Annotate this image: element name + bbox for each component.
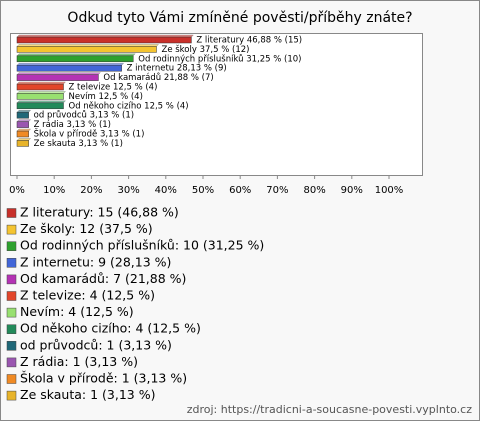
bar: [16, 46, 157, 53]
bar-top: [16, 72, 101, 75]
bar-top: [16, 53, 136, 56]
bar: [16, 93, 64, 100]
legend-swatch: [6, 208, 17, 218]
bar: [16, 64, 122, 72]
legend-swatch: [6, 341, 17, 351]
x-tick-label: 90%: [341, 185, 363, 196]
chart-title: Odkud tyto Vámi zmíněné pověsti/příběhy …: [67, 10, 412, 26]
legend-label: Ze skauta: 1 (3,13 %): [20, 387, 155, 402]
x-tick-label: 40%: [155, 185, 177, 196]
legend-label: Škola v přírodě: 1 (3,13 %): [20, 371, 187, 386]
legend-swatch: [6, 224, 17, 235]
bar-label: Z rádia 3,13 % (1): [34, 120, 111, 130]
bar: [16, 74, 99, 81]
legend-label: Z internetu: 9 (28,13 %): [20, 254, 171, 269]
bar-top: [16, 81, 66, 85]
bar-top: [16, 100, 66, 103]
legend-swatch: [6, 241, 17, 251]
bar-top: [16, 119, 32, 122]
bar: [16, 55, 134, 63]
x-tick-label: 60%: [229, 185, 251, 196]
legend-swatch: [6, 324, 17, 334]
bar: [16, 140, 29, 147]
x-tick-label: 70%: [266, 185, 288, 196]
bar-label: Nevím 12,5 % (4): [69, 92, 143, 102]
bar-top: [16, 110, 32, 113]
x-tick-label: 30%: [117, 185, 139, 196]
bar-label: od průvodců 3,13 % (1): [34, 110, 134, 121]
legend-swatch: [6, 390, 17, 401]
bar: [16, 36, 192, 44]
bar-label: Z literatury 46,88 % (15): [196, 36, 302, 46]
bar-label: Z televize 12,5 % (4): [69, 83, 158, 93]
bar-label: Z internetu 28,13 % (9): [127, 64, 227, 74]
legend-label: Z rádia: 1 (3,13 %): [20, 354, 138, 369]
bar-top: [16, 34, 194, 38]
legend-swatch: [6, 374, 17, 384]
legend-swatch: [6, 274, 17, 285]
legend-swatch: [6, 357, 17, 368]
bar-top: [16, 91, 66, 94]
x-tick-label: 50%: [192, 185, 214, 196]
bar: [16, 83, 64, 91]
bar-top: [16, 128, 32, 132]
bar: [16, 111, 29, 119]
legend-label: Od rodinných příslušníků: 10 (31,25 %): [20, 238, 264, 253]
legend-swatch: [6, 307, 17, 318]
bar-label: Od rodinných příslušníků 31,25 % (10): [138, 53, 301, 64]
legend-swatch: [6, 291, 17, 301]
bar-top: [16, 44, 159, 47]
bar-label: Ze školy 37,5 % (12): [162, 44, 250, 55]
bar-top: [16, 138, 32, 141]
bar-top: [16, 63, 125, 66]
source: zdroj: https://tradicni-a-soucasne-poves…: [187, 403, 472, 416]
bar: [16, 121, 29, 128]
bar-label: Od kamarádů 21,88 % (7): [103, 72, 213, 83]
bar-label: Od někoho cizího 12,5 % (4): [69, 101, 189, 111]
bar-label: Škola v přírodě 3,13 % (1): [34, 128, 145, 140]
x-tick-label: 0%: [9, 185, 25, 196]
bar: [16, 130, 29, 138]
legend-label: Z televize: 4 (12,5 %): [20, 288, 155, 303]
bar: [16, 102, 64, 110]
legend-label: Nevím: 4 (12,5 %): [20, 304, 134, 319]
x-tick-label: 20%: [80, 185, 102, 196]
legend-label: od průvodců: 1 (3,13 %): [20, 337, 172, 352]
legend-label: Od kamarádů: 7 (21,88 %): [20, 271, 186, 286]
x-tick-label: 100%: [375, 185, 404, 196]
x-tick-label: 80%: [303, 185, 325, 196]
legend-label: Ze školy: 12 (37,5 %): [20, 221, 153, 236]
legend-swatch: [6, 258, 17, 268]
x-tick-label: 10%: [43, 185, 65, 196]
legend-label: Z literatury: 15 (46,88 %): [20, 205, 179, 220]
legend-label: Od někoho cizího: 4 (12,5 %): [20, 321, 201, 336]
bar-label: Ze skauta 3,13 % (1): [34, 139, 123, 149]
